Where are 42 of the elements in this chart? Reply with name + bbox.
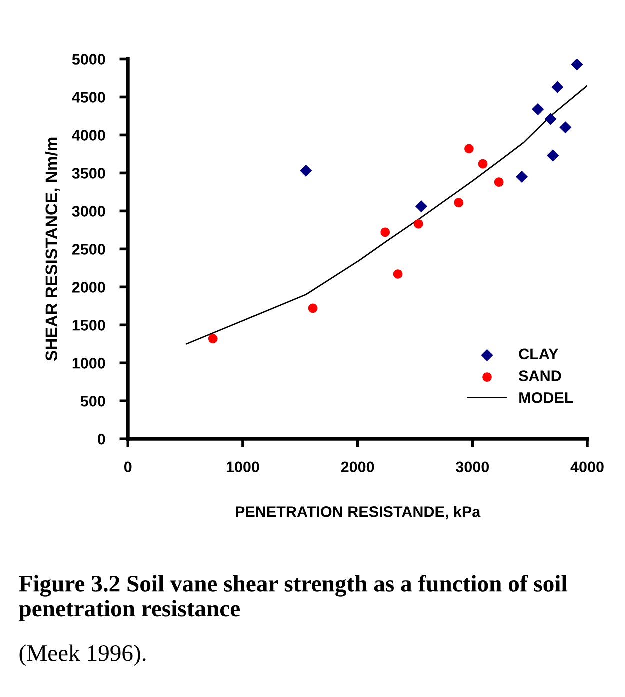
point [308,304,318,314]
point [380,228,390,238]
point [464,144,474,154]
y-tick-label: 4000 [72,130,106,141]
y-tick-label: 2000 [72,282,106,293]
point [544,113,557,126]
y-tick-label: 1000 [72,358,106,369]
point [415,200,428,213]
legend-label: MODEL [520,392,574,404]
legend-label: CLAY [519,348,559,360]
y-tick-label: 3000 [72,206,106,217]
line-series [186,85,588,345]
y-tick-label: 500 [80,396,106,407]
point [552,81,564,94]
point [478,159,488,169]
x-tick-label: 1000 [226,462,260,473]
point [393,270,403,279]
point [454,198,464,208]
point [300,164,312,177]
x-axis-title: PENETRATION RESISTANDE, kPa [236,506,481,520]
y-tick-label: 0 [98,434,106,445]
y-tick-label: 2500 [72,244,106,255]
y-tick-label: 1500 [72,320,106,331]
y-tick-label: 5000 [72,54,106,65]
x-tick-label: 2000 [341,462,374,473]
point [494,178,504,187]
y-tick-label: 4500 [72,92,106,103]
point [571,59,584,71]
y-tick-label: 3500 [72,168,106,179]
x-tick-label: 4000 [570,462,604,473]
point [546,150,560,162]
legend-label: SAND [519,370,562,382]
caption: Figure 3.2 Soil vane shear strength as a function of soil penetration resistance [19,575,568,622]
point [516,170,528,184]
point [414,219,424,229]
x-tick-label: 0 [124,462,132,473]
point [532,103,544,116]
y-axis-title: SHEAR RESISTANCE, Nm/m [45,138,60,362]
point [560,122,572,134]
point [208,334,218,344]
x-tick-label: 3000 [456,462,490,473]
text: (Meek 1996). [20,644,146,666]
